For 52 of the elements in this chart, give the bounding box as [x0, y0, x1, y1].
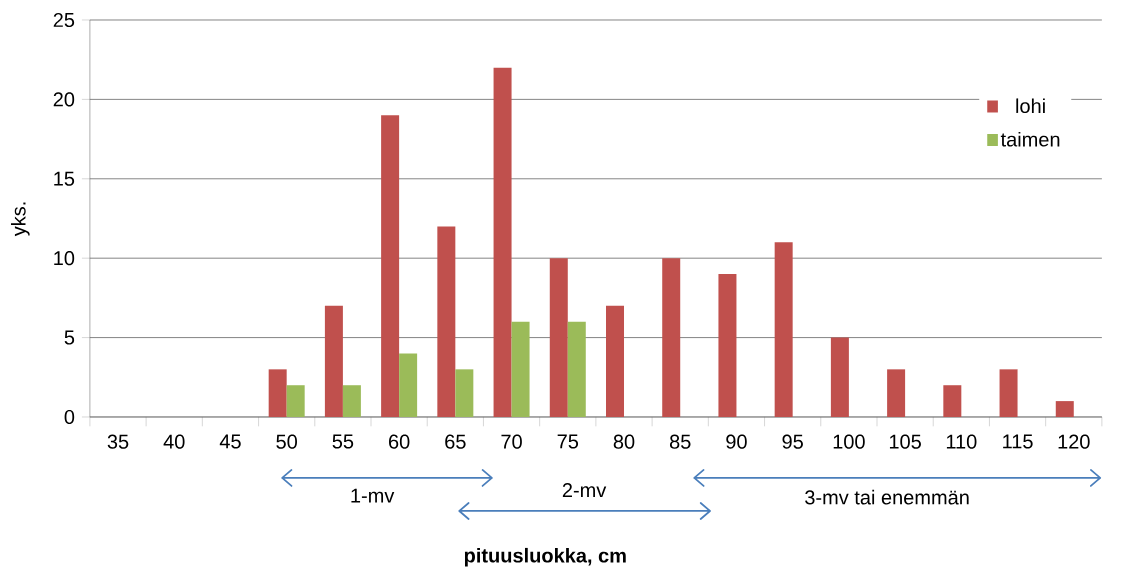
- bar: [887, 369, 906, 417]
- bar: [662, 258, 681, 417]
- text: 2-mv: [562, 482, 607, 497]
- y-tick-label: 25: [53, 12, 75, 27]
- bar: [455, 369, 474, 417]
- y-tick-label: 10: [54, 250, 75, 266]
- text: 1-mv: [351, 488, 395, 503]
- y-tick-label: 5: [64, 330, 75, 345]
- bar: [718, 273, 737, 417]
- x-tick-label: 115: [1003, 434, 1033, 449]
- bar: [268, 369, 287, 417]
- bar: [567, 321, 586, 417]
- x-tick-label: 110: [946, 434, 977, 449]
- bar: [286, 385, 305, 417]
- x-tick-label: 50: [276, 434, 297, 449]
- x-tick-label: 95: [782, 434, 803, 449]
- x-tick-label: 60: [389, 434, 410, 449]
- bar: [606, 305, 624, 417]
- x-tick-label: 40: [163, 434, 185, 449]
- legend-label: taimen: [1000, 131, 1060, 147]
- x-tick-label: 120: [1058, 434, 1090, 449]
- bar: [943, 385, 962, 417]
- bar: [549, 258, 568, 417]
- x-tick-label: 90: [726, 434, 747, 449]
- x-tick-label: 80: [613, 434, 635, 449]
- x-tick-label: 75: [557, 434, 579, 449]
- bar: [324, 305, 343, 417]
- text: 3-mv tai enemmän: [805, 489, 969, 505]
- bar: [511, 321, 530, 417]
- legend-label: lohi: [1016, 98, 1045, 113]
- bar: [342, 385, 361, 417]
- x-tick-label: 70: [501, 434, 522, 449]
- x-tick-label: 35: [107, 434, 129, 449]
- x-tick-label: 105: [889, 434, 921, 449]
- x-axis-title: pituusluokka, cm: [464, 547, 626, 567]
- bar: [381, 115, 400, 417]
- bar: [437, 226, 456, 417]
- bar: [1055, 400, 1074, 417]
- x-tick-label: 100: [833, 434, 865, 449]
- bar: [399, 353, 418, 417]
- x-tick-label: 65: [445, 434, 466, 449]
- bar: [830, 337, 849, 417]
- x-tick-label: 45: [219, 434, 241, 449]
- y-axis-title: yks.: [10, 202, 30, 237]
- x-tick-label: 55: [332, 434, 354, 449]
- y-tick-label: 20: [53, 92, 75, 107]
- y-tick-label: 15: [54, 171, 75, 186]
- bar: [493, 67, 512, 417]
- x-tick-label: 85: [669, 434, 691, 449]
- bar: [999, 369, 1018, 417]
- bar: [774, 242, 793, 417]
- y-tick-label: 0: [64, 409, 75, 424]
